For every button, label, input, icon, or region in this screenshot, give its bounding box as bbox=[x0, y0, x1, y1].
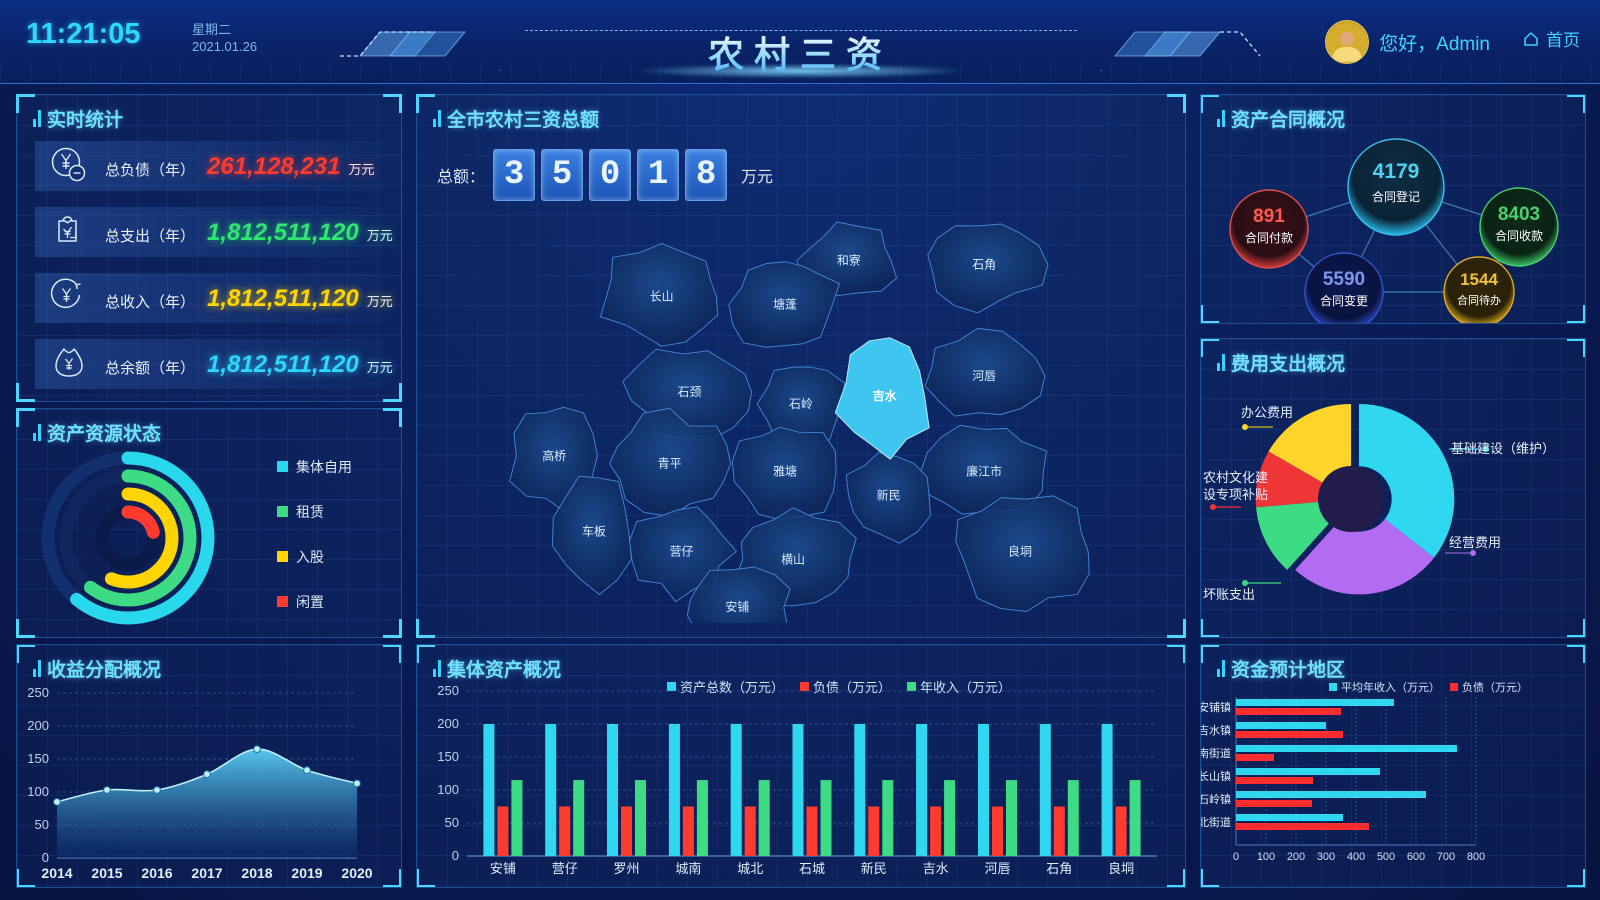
svg-text:250: 250 bbox=[27, 685, 49, 700]
svg-text:2019: 2019 bbox=[291, 865, 322, 881]
svg-text:150: 150 bbox=[27, 751, 49, 766]
svg-text:150: 150 bbox=[437, 749, 459, 764]
svg-text:横山: 横山 bbox=[781, 552, 805, 566]
svg-text:50: 50 bbox=[35, 817, 49, 832]
svg-text:河唇: 河唇 bbox=[984, 861, 1010, 876]
svg-text:石颈: 石颈 bbox=[678, 385, 702, 399]
svg-text:100: 100 bbox=[1257, 851, 1275, 863]
svg-text:合同收款: 合同收款 bbox=[1495, 228, 1543, 243]
svg-text:300: 300 bbox=[1317, 851, 1335, 863]
svg-text:吉水: 吉水 bbox=[923, 861, 949, 876]
svg-text:合同待办: 合同待办 bbox=[1457, 293, 1501, 307]
svg-text:400: 400 bbox=[1347, 851, 1365, 863]
svg-text:250: 250 bbox=[437, 683, 459, 698]
svg-text:营仔: 营仔 bbox=[670, 544, 694, 558]
svg-text:2020: 2020 bbox=[341, 865, 372, 881]
svg-text:合同变更: 合同变更 bbox=[1320, 293, 1368, 308]
svg-text:0: 0 bbox=[42, 850, 49, 865]
svg-text:良垌: 良垌 bbox=[1108, 861, 1134, 876]
svg-text:200: 200 bbox=[1287, 851, 1305, 863]
svg-text:2016: 2016 bbox=[141, 865, 172, 881]
svg-text:2017: 2017 bbox=[191, 865, 222, 881]
svg-text:经营费用: 经营费用 bbox=[1449, 535, 1501, 550]
svg-text:2018: 2018 bbox=[241, 865, 272, 881]
svg-text:城北: 城北 bbox=[737, 861, 763, 876]
svg-text:石城: 石城 bbox=[799, 861, 825, 876]
svg-text:50: 50 bbox=[445, 815, 459, 830]
svg-text:城北街道: 城北街道 bbox=[1201, 815, 1231, 829]
svg-text:500: 500 bbox=[1377, 851, 1395, 863]
svg-text:891: 891 bbox=[1253, 206, 1285, 227]
svg-text:安铺: 安铺 bbox=[490, 861, 516, 876]
svg-text:石角: 石角 bbox=[972, 258, 996, 272]
svg-text:车板: 车板 bbox=[582, 523, 606, 538]
svg-text:长山镇: 长山镇 bbox=[1201, 769, 1231, 783]
svg-text:700: 700 bbox=[1437, 851, 1455, 863]
svg-text:城南街道: 城南街道 bbox=[1201, 746, 1231, 760]
svg-text:吉水镇: 吉水镇 bbox=[1201, 723, 1231, 737]
svg-text:良垌: 良垌 bbox=[1008, 543, 1032, 558]
svg-text:塘蓬: 塘蓬 bbox=[773, 296, 797, 311]
svg-text:新民: 新民 bbox=[861, 861, 887, 876]
svg-text:廉江市: 廉江市 bbox=[966, 464, 1002, 479]
svg-text:农村文化建: 农村文化建 bbox=[1203, 470, 1268, 485]
svg-text:100: 100 bbox=[437, 782, 459, 797]
svg-text:河唇: 河唇 bbox=[972, 369, 996, 383]
svg-text:高桥: 高桥 bbox=[542, 448, 566, 463]
svg-text:石岭镇: 石岭镇 bbox=[1201, 792, 1231, 806]
svg-text:营仔: 营仔 bbox=[552, 861, 578, 876]
svg-text:8403: 8403 bbox=[1498, 204, 1540, 225]
svg-text:设专项补贴: 设专项补贴 bbox=[1203, 487, 1268, 502]
svg-text:石岭: 石岭 bbox=[789, 397, 813, 411]
svg-text:城南: 城南 bbox=[675, 861, 701, 876]
svg-text:坏账支出: 坏账支出 bbox=[1203, 587, 1255, 602]
svg-text:基础建设（维护）: 基础建设（维护） bbox=[1451, 441, 1555, 456]
svg-text:600: 600 bbox=[1407, 851, 1425, 863]
svg-text:新民: 新民 bbox=[877, 488, 901, 503]
svg-text:800: 800 bbox=[1467, 851, 1485, 863]
svg-text:长山: 长山 bbox=[650, 290, 674, 304]
svg-text:合同付款: 合同付款 bbox=[1245, 230, 1293, 245]
svg-text:5590: 5590 bbox=[1323, 269, 1365, 290]
svg-text:罗州: 罗州 bbox=[613, 861, 639, 876]
svg-text:0: 0 bbox=[452, 848, 459, 863]
svg-text:200: 200 bbox=[27, 718, 49, 733]
svg-text:石角: 石角 bbox=[1046, 861, 1072, 876]
svg-text:和寮: 和寮 bbox=[837, 253, 861, 268]
svg-text:吉水: 吉水 bbox=[873, 388, 898, 403]
svg-text:2014: 2014 bbox=[41, 865, 72, 881]
svg-text:0: 0 bbox=[1233, 851, 1239, 863]
svg-text:4179: 4179 bbox=[1373, 160, 1420, 183]
svg-text:2015: 2015 bbox=[91, 865, 122, 881]
svg-text:办公费用: 办公费用 bbox=[1241, 405, 1293, 420]
svg-text:安铺镇: 安铺镇 bbox=[1201, 700, 1231, 714]
svg-text:200: 200 bbox=[437, 716, 459, 731]
svg-text:100: 100 bbox=[27, 784, 49, 799]
svg-text:雅塘: 雅塘 bbox=[773, 464, 797, 479]
svg-text:安铺: 安铺 bbox=[725, 599, 749, 614]
svg-text:1544: 1544 bbox=[1460, 270, 1498, 289]
svg-text:合同登记: 合同登记 bbox=[1372, 189, 1420, 204]
svg-text:青平: 青平 bbox=[658, 457, 682, 471]
